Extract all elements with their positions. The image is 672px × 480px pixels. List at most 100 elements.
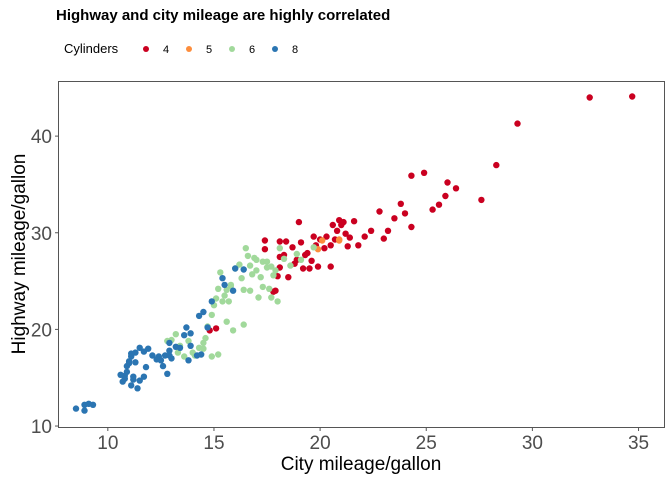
legend: Cylinders 4 5 6 8 (64, 41, 298, 56)
data-points (72, 93, 636, 414)
data-point-cyl-4 (329, 221, 336, 229)
data-point-cyl-8 (187, 342, 194, 349)
data-point-cyl-8 (176, 344, 184, 351)
data-point-cyl-4 (299, 265, 307, 272)
legend-key-5 (186, 46, 192, 52)
data-point-cyl-8 (187, 330, 194, 337)
data-point-cyl-8 (134, 385, 141, 392)
legend-key-6 (229, 46, 235, 52)
data-point-cyl-5 (336, 236, 343, 243)
x-tick-label: 20 (310, 433, 331, 454)
data-point-cyl-6 (246, 287, 254, 294)
data-point-cyl-8 (128, 382, 135, 389)
legend-key-4 (143, 46, 149, 52)
data-point-cyl-8 (81, 407, 88, 414)
data-point-cyl-6 (274, 298, 281, 305)
data-point-cyl-6 (215, 285, 222, 292)
data-point-cyl-4 (493, 161, 500, 169)
data-point-cyl-6 (240, 321, 247, 328)
data-point-cyl-6 (217, 269, 224, 276)
data-point-cyl-4 (435, 201, 443, 208)
data-point-cyl-4 (295, 218, 303, 226)
data-point-cyl-4 (327, 242, 334, 249)
data-point-cyl-4 (355, 242, 362, 249)
data-point-cyl-4 (304, 249, 311, 257)
data-point-cyl-4 (361, 233, 368, 240)
data-point-cyl-6 (268, 294, 275, 301)
data-point-cyl-8 (229, 287, 237, 294)
data-point-cyl-6 (208, 353, 215, 360)
y-tick-label: 40 (31, 127, 52, 148)
data-point-cyl-8 (136, 344, 143, 351)
data-point-cyl-6 (236, 261, 243, 268)
data-point-cyl-6 (242, 245, 249, 252)
data-point-cyl-4 (327, 263, 334, 270)
data-point-cyl-6 (253, 267, 260, 274)
y-tick-label: 20 (31, 320, 52, 341)
data-point-cyl-6 (223, 286, 230, 293)
data-point-cyl-6 (263, 264, 271, 271)
y-axis-title: Highway mileage/gallon (9, 154, 30, 355)
data-point-cyl-6 (293, 250, 300, 258)
data-point-cyl-4 (408, 223, 415, 231)
data-point-cyl-8 (198, 351, 205, 358)
data-point-cyl-4 (380, 235, 387, 242)
data-point-cyl-4 (452, 185, 460, 192)
data-point-cyl-4 (282, 238, 290, 245)
data-point-cyl-8 (72, 405, 80, 412)
data-point-cyl-4 (397, 200, 404, 207)
data-point-cyl-4 (289, 244, 296, 251)
data-point-cyl-6 (259, 283, 266, 291)
data-point-cyl-6 (240, 286, 247, 293)
data-point-cyl-4 (367, 227, 375, 234)
data-point-cyl-6 (253, 256, 260, 263)
data-point-cyl-6 (229, 327, 237, 334)
data-point-cyl-8 (195, 312, 203, 320)
data-point-cyl-6 (223, 318, 230, 325)
data-point-cyl-4 (336, 217, 343, 224)
data-point-cyl-6 (172, 331, 179, 338)
data-point-cyl-4 (586, 94, 593, 101)
data-point-cyl-4 (323, 233, 330, 240)
data-point-cyl-6 (255, 294, 262, 301)
data-point-cyl-8 (166, 339, 173, 347)
data-point-cyl-8 (221, 281, 228, 289)
data-point-cyl-8 (240, 266, 247, 273)
data-point-cyl-8 (132, 359, 139, 366)
data-point-cyl-4 (478, 196, 485, 204)
x-tick-label: 30 (522, 433, 543, 454)
data-point-cyl-8 (232, 265, 239, 272)
data-point-cyl-6 (200, 345, 207, 352)
data-point-cyl-8 (181, 332, 188, 339)
data-point-cyl-8 (185, 357, 192, 364)
data-point-cyl-6 (297, 256, 305, 263)
data-point-cyl-4 (350, 218, 358, 225)
data-point-cyl-4 (442, 192, 449, 200)
data-point-cyl-6 (238, 275, 245, 282)
data-point-cyl-8 (125, 360, 133, 367)
data-point-cyl-5 (319, 237, 326, 244)
data-point-cyl-4 (297, 239, 305, 246)
x-tick-label: 15 (203, 433, 224, 454)
legend-label-5: 5 (206, 44, 212, 56)
data-point-cyl-8 (168, 355, 175, 362)
data-point-cyl-4 (342, 230, 349, 237)
data-point-cyl-4 (261, 246, 269, 253)
data-point-cyl-8 (200, 308, 207, 316)
data-point-cyl-6 (249, 271, 256, 278)
data-point-cyl-6 (246, 262, 254, 269)
data-point-cyl-4 (310, 233, 317, 240)
x-tick-label: 25 (416, 433, 437, 454)
data-point-cyl-4 (344, 243, 351, 250)
data-point-cyl-6 (310, 244, 317, 251)
data-point-cyl-8 (145, 345, 152, 352)
data-point-cyl-8 (166, 347, 173, 354)
x-axis: 10 15 20 25 30 35 (97, 427, 649, 454)
data-point-cyl-4 (429, 206, 436, 213)
legend-title: Cylinders (64, 41, 119, 56)
legend-label-4: 4 (163, 44, 169, 56)
data-point-cyl-8 (119, 378, 126, 385)
data-point-cyl-4 (444, 179, 451, 186)
data-point-cyl-8 (208, 298, 215, 305)
